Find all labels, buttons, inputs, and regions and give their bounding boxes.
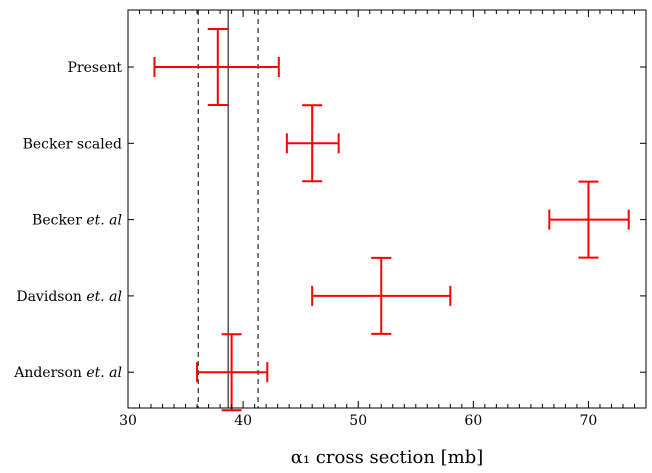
axis-ticks: [127, 10, 647, 408]
y-category-label: Becker scaled: [23, 136, 122, 152]
x-tick-label: 30: [119, 413, 137, 429]
reference-lines: [197, 10, 259, 408]
y-category-label: Davidson et. al: [16, 289, 122, 305]
x-tick-label: 60: [464, 413, 482, 429]
y-category-label: Becker et. al: [32, 213, 122, 229]
y-category-label: Present: [67, 60, 122, 76]
x-tick-label: 70: [580, 413, 598, 429]
x-tick-label: 50: [349, 413, 367, 429]
x-axis-title: α₁ cross section [mb]: [291, 447, 484, 468]
plot-frame: [127, 9, 647, 409]
x-tick-label: 40: [234, 413, 252, 429]
data-point-3: [311, 256, 452, 335]
data-point-4: [196, 333, 269, 412]
y-category-label: Anderson et. al: [13, 365, 122, 381]
x-tick-labels: 30 40 50 60 70: [119, 413, 597, 429]
data-point-0: [153, 28, 280, 106]
data-markers: [153, 28, 630, 412]
data-point-2: [548, 180, 630, 259]
data-point-1: [285, 104, 340, 183]
y-category-labels: Present Becker scaled Becker et. al Davidso…: [13, 60, 122, 381]
